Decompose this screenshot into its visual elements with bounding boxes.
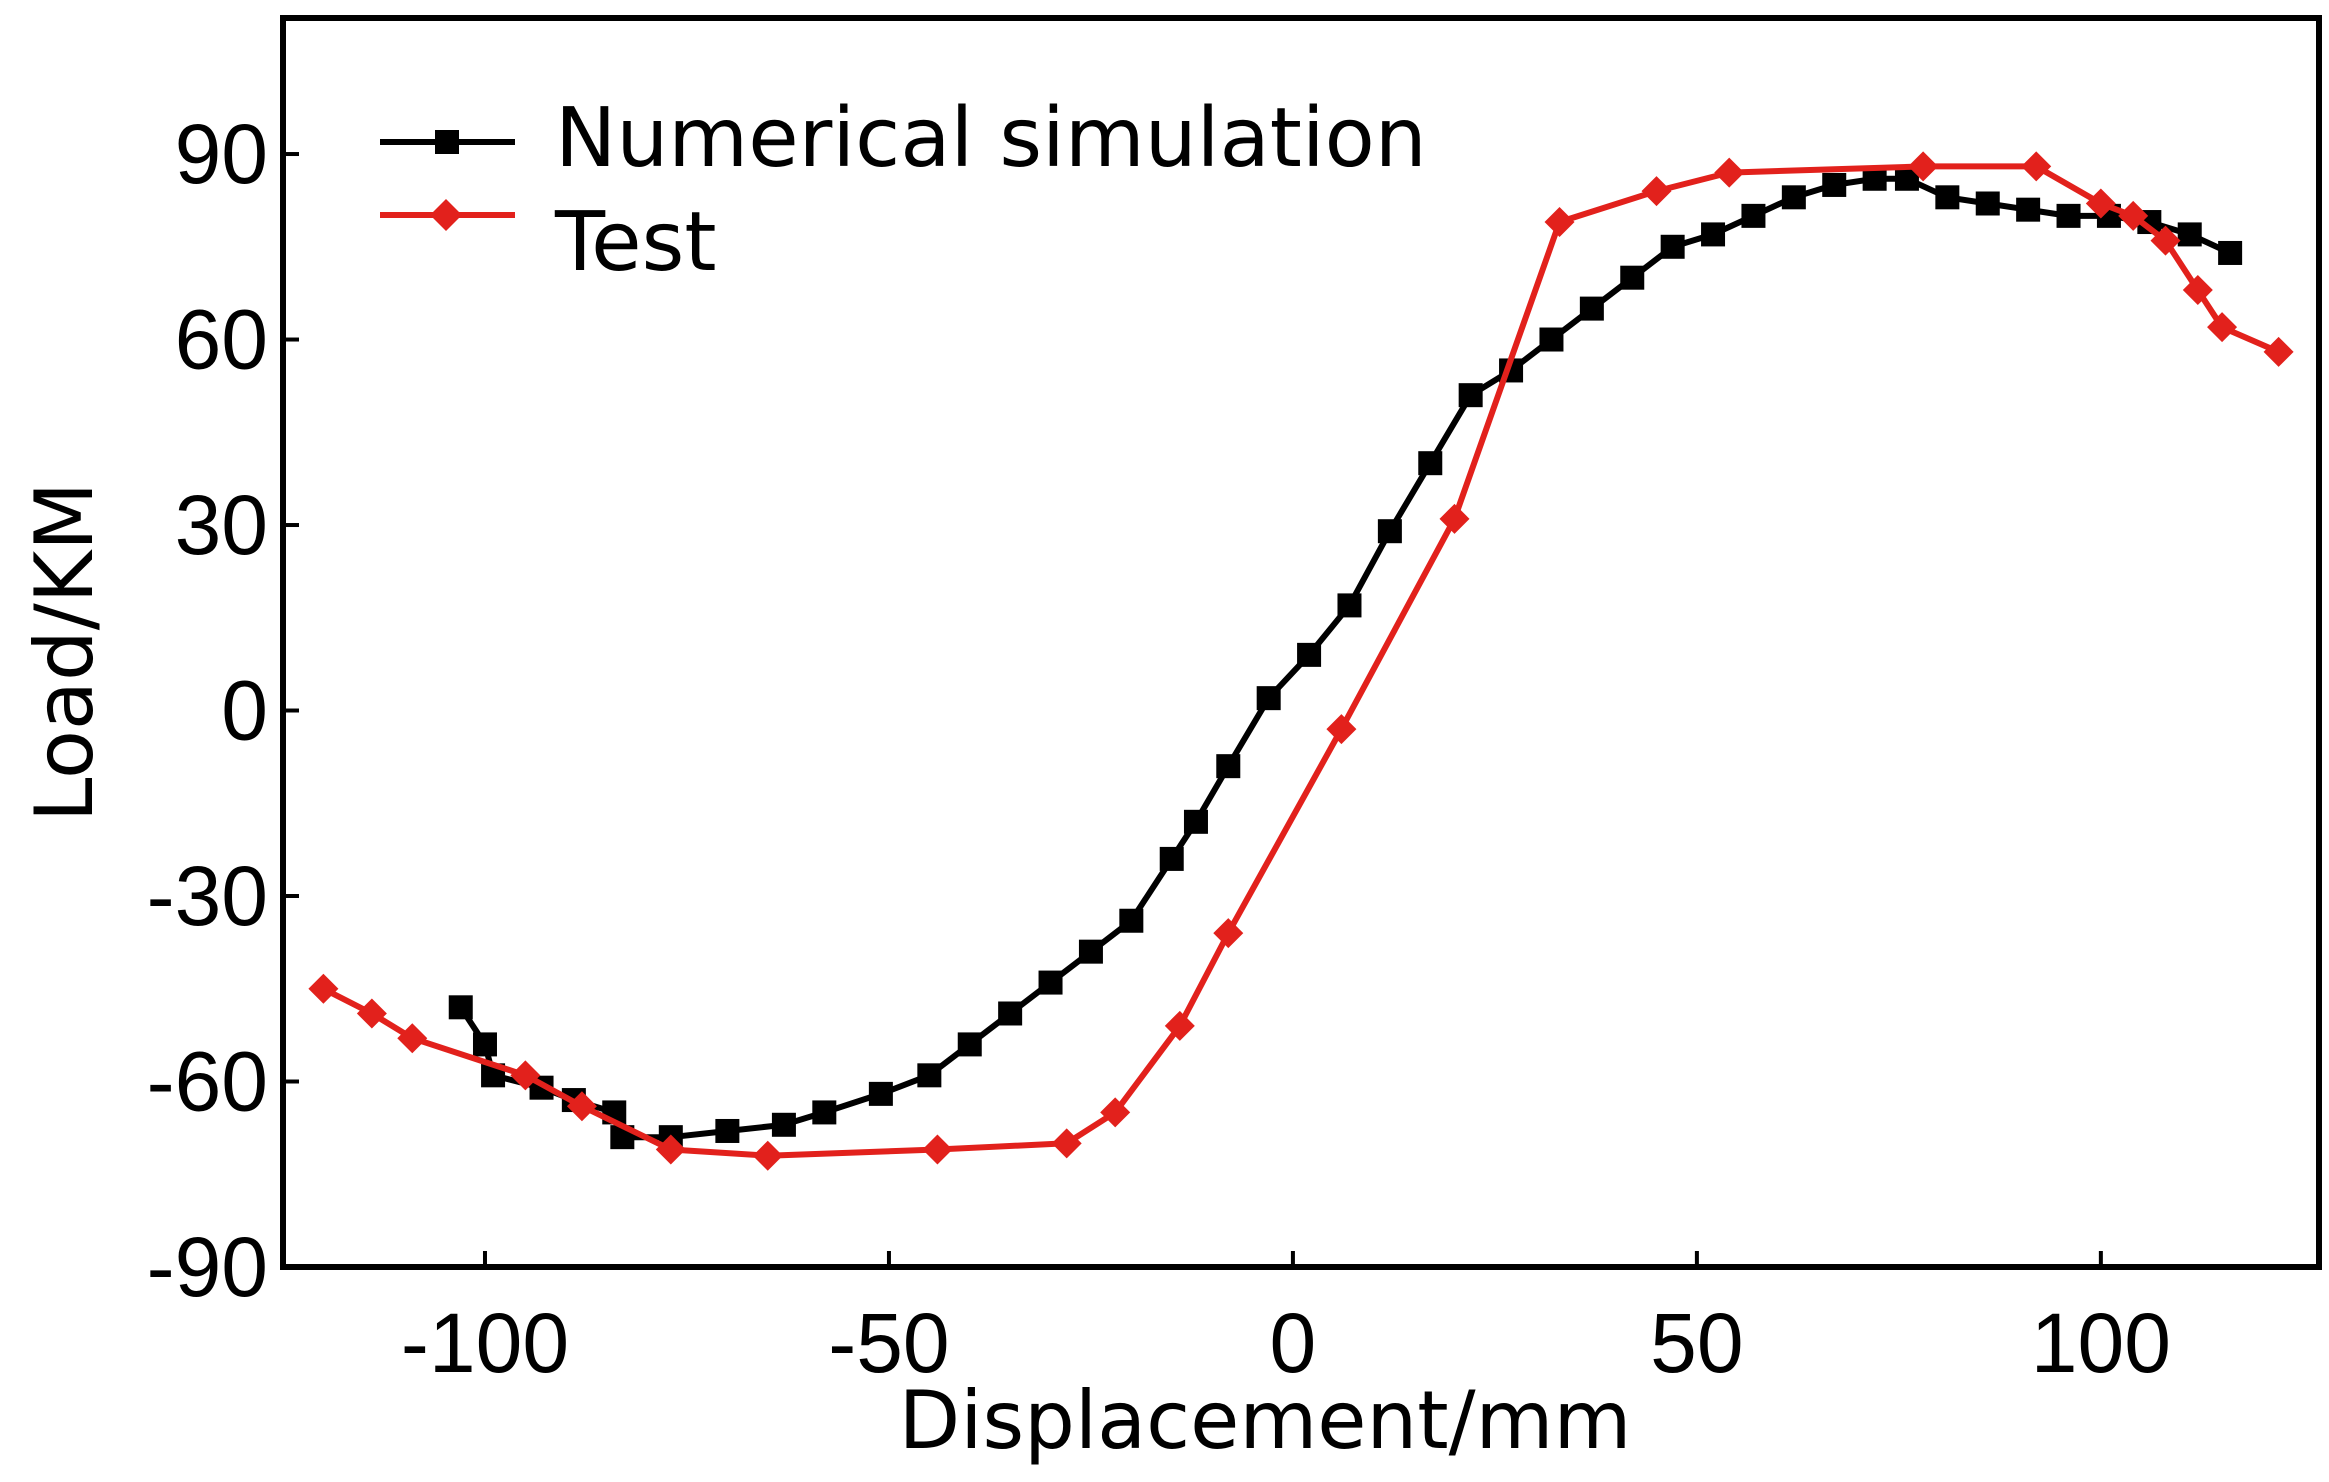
point-test xyxy=(1908,151,1939,182)
point-test xyxy=(1100,1097,1131,1128)
point-numerical-simulation xyxy=(448,995,473,1020)
point-numerical-simulation xyxy=(1660,234,1685,259)
point-numerical-simulation xyxy=(2218,240,2243,265)
point-numerical-simulation xyxy=(1183,809,1208,834)
point-test xyxy=(2207,312,2238,343)
point-test xyxy=(1544,207,1575,238)
point-numerical-simulation xyxy=(715,1118,740,1143)
y-tick-label: 60 xyxy=(175,293,268,387)
y-tick-label: 0 xyxy=(221,664,268,758)
x-tick-label: 100 xyxy=(2031,1296,2171,1390)
x-tick-label: -100 xyxy=(401,1296,569,1390)
point-numerical-simulation xyxy=(771,1112,796,1137)
y-tick-label: 30 xyxy=(175,478,268,572)
point-numerical-simulation xyxy=(1297,642,1322,667)
point-numerical-simulation xyxy=(2177,222,2202,247)
point-numerical-simulation xyxy=(1539,327,1564,352)
point-numerical-simulation xyxy=(917,1063,942,1088)
point-numerical-simulation xyxy=(1458,383,1483,408)
point-test xyxy=(1213,918,1244,949)
point-numerical-simulation xyxy=(1078,939,1103,964)
y-tick-label: 90 xyxy=(175,107,268,201)
point-numerical-simulation xyxy=(1620,265,1645,290)
point-numerical-simulation xyxy=(1159,846,1184,871)
point-numerical-simulation xyxy=(1377,519,1402,544)
point-test xyxy=(2150,225,2181,256)
point-test xyxy=(356,998,387,1029)
point-test xyxy=(655,1134,686,1165)
point-test xyxy=(2021,151,2052,182)
y-tick-label: -90 xyxy=(147,1220,268,1314)
legend-marker-test xyxy=(430,199,462,231)
y-tick-label: -60 xyxy=(147,1035,268,1129)
point-test xyxy=(922,1134,953,1165)
point-numerical-simulation xyxy=(868,1081,893,1106)
legend: Numerical simulation Test xyxy=(380,91,1427,290)
x-axis-title: Displacement/mm xyxy=(899,1374,1632,1467)
x-tick-label: 0 xyxy=(1270,1296,1317,1390)
point-test xyxy=(397,1023,428,1054)
point-numerical-simulation xyxy=(2056,203,2081,228)
point-numerical-simulation xyxy=(1038,970,1063,995)
y-tick-label: -30 xyxy=(147,849,268,943)
point-test xyxy=(510,1060,541,1091)
point-numerical-simulation xyxy=(1781,185,1806,210)
point-numerical-simulation xyxy=(1741,203,1766,228)
point-numerical-simulation xyxy=(1975,191,2000,216)
point-numerical-simulation xyxy=(472,1032,497,1057)
point-numerical-simulation xyxy=(812,1100,837,1125)
legend-label-test: Test xyxy=(554,195,716,290)
point-numerical-simulation xyxy=(1256,686,1281,711)
plot-frame xyxy=(280,15,2322,1270)
point-test xyxy=(1439,503,1470,534)
point-numerical-simulation xyxy=(998,1001,1023,1026)
point-test xyxy=(2118,200,2149,231)
legend-marker-numerical xyxy=(435,130,459,154)
point-test xyxy=(2263,336,2294,367)
point-test xyxy=(2182,275,2213,306)
point-numerical-simulation xyxy=(1418,451,1443,476)
point-numerical-simulation xyxy=(2016,197,2041,222)
point-numerical-simulation xyxy=(1337,593,1362,618)
point-test xyxy=(1326,714,1357,745)
point-numerical-simulation xyxy=(1822,172,1847,197)
point-test xyxy=(1051,1128,1082,1159)
point-numerical-simulation xyxy=(957,1032,982,1057)
point-numerical-simulation xyxy=(1216,754,1241,779)
point-test xyxy=(752,1140,783,1171)
point-test xyxy=(1164,1010,1195,1041)
point-test xyxy=(2085,188,2116,219)
point-test xyxy=(1714,157,1745,188)
legend-label-numerical: Numerical simulation xyxy=(555,91,1427,186)
point-test xyxy=(308,973,339,1004)
point-numerical-simulation xyxy=(1119,908,1144,933)
point-test xyxy=(566,1091,597,1122)
point-numerical-simulation xyxy=(1935,185,1960,210)
y-axis-title: Load/KM xyxy=(18,482,111,822)
x-tick-label: 50 xyxy=(1650,1296,1743,1390)
point-numerical-simulation xyxy=(1579,296,1604,321)
point-test xyxy=(1641,176,1672,207)
x-tick-label: -50 xyxy=(828,1296,949,1390)
series-line-numerical-simulation xyxy=(458,175,2232,1141)
point-numerical-simulation xyxy=(1701,222,1726,247)
